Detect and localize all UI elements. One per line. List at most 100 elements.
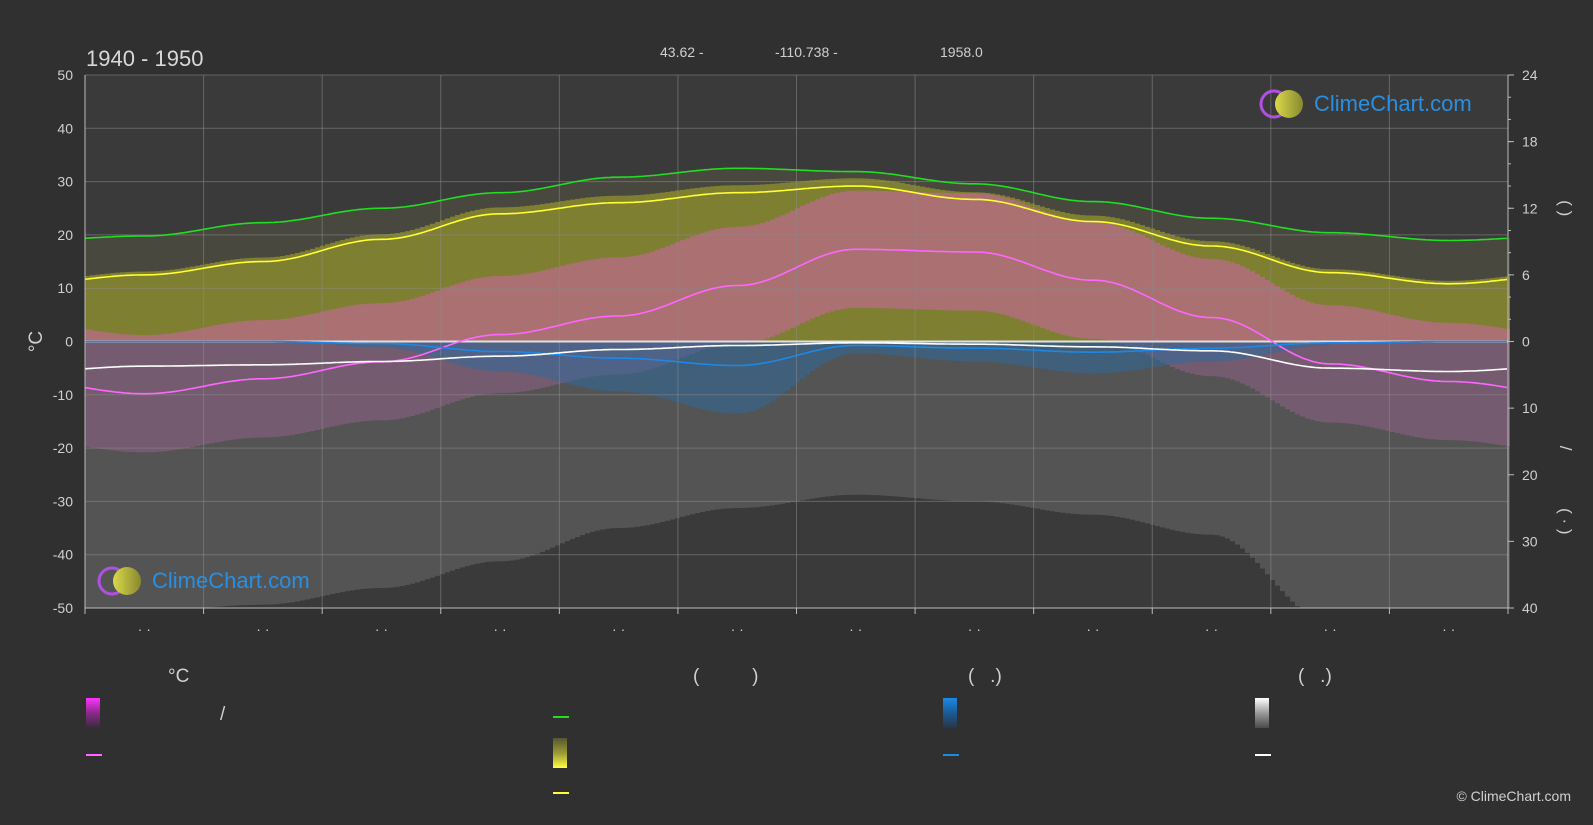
sunshine-band	[635, 195, 640, 342]
snow-band	[655, 341, 660, 524]
snow-band	[1210, 341, 1215, 535]
snow-band	[785, 341, 790, 503]
snow-band	[1185, 341, 1190, 533]
rain-band	[355, 341, 360, 347]
snow-band	[490, 341, 495, 562]
snow-band	[1225, 341, 1230, 539]
snow-band	[265, 341, 270, 605]
sunshine-band	[1155, 230, 1160, 342]
y-tick-label: 10	[57, 280, 73, 296]
snow-band	[1055, 341, 1060, 512]
snow-band	[430, 341, 435, 578]
sunshine-band	[220, 261, 225, 342]
rain-band	[970, 341, 975, 362]
sunshine-band	[345, 238, 350, 342]
rain-band	[575, 341, 580, 387]
snow-band	[1420, 341, 1425, 608]
rain-band	[870, 341, 875, 354]
snow-band	[545, 341, 550, 550]
sunshine-band	[1235, 244, 1240, 342]
sunshine-band	[1095, 215, 1100, 342]
snow-band	[810, 341, 815, 499]
sunshine-band	[715, 185, 720, 342]
rain-band	[385, 341, 390, 348]
rain-band	[860, 341, 865, 354]
sunshine-band	[300, 251, 305, 342]
snow-band	[1365, 341, 1370, 608]
rain-band	[880, 341, 885, 355]
snow-band	[405, 341, 410, 585]
snow-band	[940, 341, 945, 501]
snow-band	[775, 341, 780, 505]
snow-band	[185, 341, 190, 608]
snow-band	[500, 341, 505, 562]
snow-band	[400, 341, 405, 586]
snow-band	[730, 341, 735, 509]
logo-top[interactable]: ClimeChart.com	[1258, 88, 1472, 120]
snow-band	[620, 341, 625, 528]
snow-band	[715, 341, 720, 510]
rain-band	[1130, 341, 1135, 371]
period-title: 1940 - 1950	[86, 46, 204, 71]
snow-band	[1075, 341, 1080, 515]
sunshine-band	[1305, 266, 1310, 342]
sunshine-band	[260, 257, 265, 342]
snow-band	[1435, 341, 1440, 608]
rain-band	[640, 341, 645, 394]
snow-band	[1140, 341, 1145, 523]
sunshine-band	[890, 181, 895, 342]
sunshine-band	[670, 191, 675, 342]
snow-band	[240, 341, 245, 606]
snow-band	[450, 341, 455, 571]
rain-band	[665, 341, 670, 400]
sunshine-band	[750, 184, 755, 342]
snow-band	[120, 341, 125, 608]
rain-band	[1250, 341, 1255, 358]
x-tick-label: · ·	[1086, 621, 1099, 637]
rain-mean-line	[85, 340, 1507, 367]
snow-band	[1480, 341, 1485, 608]
snow-band	[1430, 341, 1435, 608]
sunshine-band	[700, 187, 705, 342]
snow-band	[660, 341, 665, 523]
snow-band	[1340, 341, 1345, 608]
snow-band	[1355, 341, 1360, 608]
sunshine-band	[1010, 197, 1015, 342]
rain-band	[630, 341, 635, 393]
snow-band	[1070, 341, 1075, 514]
sunshine-band	[85, 275, 90, 342]
snow-band	[700, 341, 705, 512]
snow-band	[90, 341, 95, 608]
snow-band	[1125, 341, 1130, 519]
rain-band	[760, 341, 765, 407]
snow-band	[925, 341, 930, 500]
snow-band	[570, 341, 575, 540]
rain-band	[615, 341, 620, 392]
logo-text: ClimeChart.com	[152, 568, 310, 593]
snow-band	[1415, 341, 1420, 608]
rain-band	[715, 341, 720, 412]
y-axis-title: °C	[26, 331, 47, 352]
snow-band	[150, 341, 155, 608]
rain-band	[1065, 341, 1070, 373]
sunshine-band	[900, 182, 905, 342]
y2-sun-tick-label: 18	[1522, 134, 1538, 150]
sunshine-band	[560, 201, 565, 342]
snow-band	[670, 341, 675, 520]
snow-band	[1370, 341, 1375, 608]
sunshine-band	[870, 178, 875, 342]
snow-band	[1425, 341, 1430, 608]
snow-band	[1005, 341, 1010, 504]
snow-band	[780, 341, 785, 504]
sunshine-band	[530, 205, 535, 342]
sunshine-band	[695, 187, 700, 342]
logo-bottom[interactable]: ClimeChart.com	[96, 565, 310, 597]
sunshine-band	[830, 178, 835, 342]
legend-snow-mean-swatch	[1255, 754, 1271, 756]
sunshine-band	[340, 239, 345, 342]
rain-band	[925, 341, 930, 359]
rain-band	[740, 341, 745, 414]
rain-band	[595, 341, 600, 390]
sunshine-band	[800, 181, 805, 342]
